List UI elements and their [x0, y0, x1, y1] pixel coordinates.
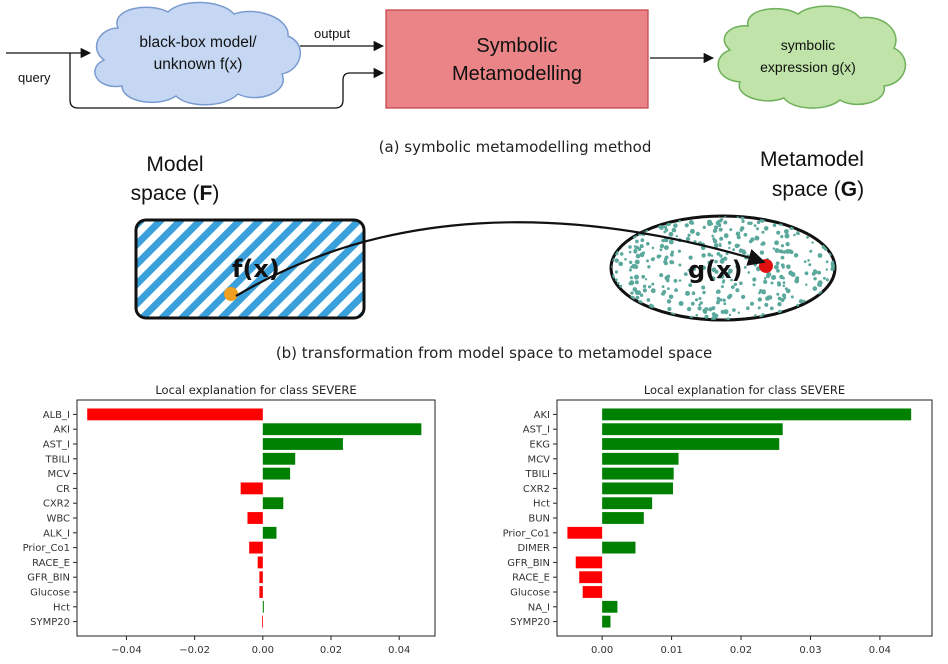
bar-aki	[602, 408, 912, 421]
box-line-1: Symbolic	[476, 35, 557, 57]
bar-dimer	[602, 541, 636, 554]
gx-label: g(x)	[688, 256, 743, 284]
bar-cxr2	[262, 497, 284, 510]
y-tick-label: RACE_E	[32, 558, 70, 569]
y-tick-label: GFR_BIN	[27, 573, 70, 584]
y-tick-label: CXR2	[523, 484, 550, 495]
y-tick-label: Prior_Co1	[503, 528, 550, 539]
chart-right: Local explanation for class SEVERE AKI AST…	[503, 383, 933, 656]
bar-cxr2	[602, 482, 673, 495]
bar-ast_i	[602, 423, 783, 436]
metamodel-space-title-line-2: space (G)	[772, 178, 864, 201]
bar-tbili	[262, 452, 296, 465]
y-tick-label: NA_I	[528, 602, 550, 613]
bar-hct	[262, 600, 264, 613]
model-space-title-line-2: space (F)	[131, 182, 220, 205]
fx-point	[224, 287, 238, 301]
y-tick-label: EKG	[529, 440, 550, 451]
black-box-model-cloud	[94, 1, 302, 106]
query-bypass-arrow	[69, 53, 385, 109]
x-tick-label: 0.01	[660, 645, 682, 656]
bar-prior_co1	[249, 541, 263, 554]
x-tick-label: 0.04	[869, 645, 891, 656]
y-tick-label: MCV	[528, 454, 551, 465]
bar-hct	[602, 497, 653, 510]
y-tick-label: AKI	[534, 410, 550, 421]
bar-symp20	[602, 615, 611, 628]
y-tick-label: MCV	[48, 469, 71, 480]
y-tick-label: Glucose	[30, 588, 70, 599]
cloud-right-line-2: expression g(x)	[760, 59, 856, 75]
y-tick-label: AST_I	[43, 440, 70, 451]
transformation-arrow	[235, 221, 766, 297]
caption-b: (b) transformation from model space to m…	[276, 344, 712, 362]
cloud-left-line-1: black-box model/	[139, 34, 257, 51]
model-space-region	[134, 218, 366, 320]
box-line-2: Metamodelling	[452, 63, 582, 85]
bar-glucose	[582, 586, 603, 598]
bar-glucose	[259, 586, 263, 598]
y-tick-label: Hct	[53, 602, 70, 613]
y-tick-label: Hct	[533, 499, 550, 510]
bar-race_e	[257, 556, 263, 569]
bar-gfr_bin	[575, 556, 603, 569]
bar-mcv	[602, 452, 679, 465]
y-tick-label: TBILI	[525, 469, 550, 480]
y-tick-label: GFR_BIN	[507, 558, 550, 569]
bar-aki	[262, 423, 422, 436]
bar-wbc	[247, 512, 263, 524]
x-tick-label: 0.00	[591, 645, 613, 656]
bar-bun	[602, 512, 644, 524]
model-space-title-line-1: Model	[146, 153, 203, 176]
chart-title: Local explanation for class SEVERE	[155, 383, 356, 397]
cloud-left-line-2: unknown f(x)	[154, 56, 243, 73]
symbolic-metamodelling-box	[385, 9, 649, 109]
bar-tbili	[602, 467, 674, 480]
bar-ekg	[602, 438, 780, 450]
caption-a: (a) symbolic metamodelling method	[379, 138, 652, 156]
cloud-right-line-1: symbolic	[781, 37, 835, 53]
y-tick-label: RACE_E	[512, 573, 550, 584]
y-tick-label: ALB_I	[43, 410, 70, 421]
bar-alb_i	[87, 408, 263, 421]
y-tick-label: AKI	[54, 425, 70, 436]
bar-symp20	[262, 615, 263, 628]
output-label: output	[314, 26, 351, 41]
diagram-canvas: black-box model/ unknown f(x) query outp…	[6, 1, 907, 362]
y-tick-label: SYMP20	[510, 617, 550, 628]
chart-left: Local explanation for class SEVERE ALB_I A…	[23, 383, 436, 656]
y-tick-label: CR	[56, 484, 70, 495]
x-tick-label: 0.04	[388, 645, 410, 656]
metamodel-space-title-line-1: Metamodel	[760, 148, 864, 171]
y-tick-label: CXR2	[43, 499, 70, 510]
bar-gfr_bin	[259, 571, 263, 584]
y-tick-label: WBC	[46, 514, 70, 525]
bar-cr	[240, 482, 263, 495]
bar-na_i	[602, 600, 618, 613]
bar-mcv	[262, 467, 291, 480]
y-tick-label: TBILI	[45, 454, 70, 465]
y-tick-label: DIMER	[517, 543, 550, 554]
y-tick-label: Glucose	[510, 588, 550, 599]
bar-race_e	[579, 571, 603, 584]
query-label: query	[18, 70, 51, 85]
y-tick-label: ALK_I	[43, 528, 70, 539]
x-tick-label: 0.03	[799, 645, 821, 656]
chart-title: Local explanation for class SEVERE	[644, 383, 845, 397]
y-tick-label: BUN	[528, 514, 550, 525]
y-tick-label: Prior_Co1	[23, 543, 70, 554]
y-tick-label: SYMP20	[30, 617, 70, 628]
bar-ast_i	[262, 438, 343, 450]
x-tick-label: −0.04	[111, 645, 142, 656]
x-tick-label: 0.02	[730, 645, 752, 656]
bar-prior_co1	[567, 526, 603, 539]
bar-alk_i	[262, 526, 277, 539]
y-tick-label: AST_I	[523, 425, 550, 436]
x-tick-label: 0.02	[320, 645, 342, 656]
x-tick-label: −0.02	[179, 645, 210, 656]
fx-label: f(x)	[232, 255, 280, 283]
symbolic-expression-cloud	[717, 5, 907, 109]
x-tick-label: 0.00	[252, 645, 274, 656]
